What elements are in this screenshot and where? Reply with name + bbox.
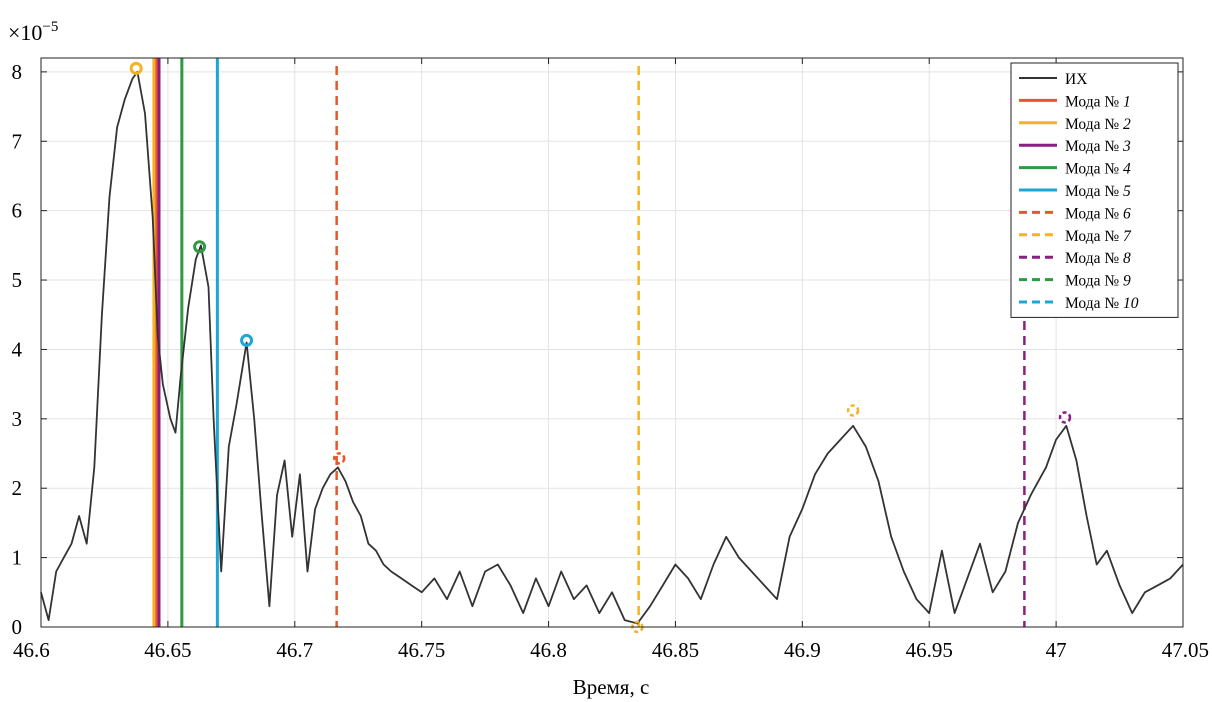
x-tick-label: 46.75 <box>398 638 445 662</box>
legend-mode-number: 9 <box>1123 273 1131 290</box>
peak-marker <box>1058 411 1072 424</box>
legend-label: ИХ <box>1065 71 1087 88</box>
y-exponent-label: ×10−5 <box>8 19 58 45</box>
legend-label: Мода № 5 <box>1065 183 1131 200</box>
x-tick-label: 46.8 <box>530 638 567 662</box>
legend-mode-number: 7 <box>1123 228 1132 245</box>
legend-label: Мода № 10 <box>1065 295 1139 312</box>
peak-marker <box>240 333 254 347</box>
legend-label: Мода № 4 <box>1065 161 1131 178</box>
x-tick-label: 46.95 <box>906 638 953 662</box>
legend-mode-number: 1 <box>1123 93 1131 110</box>
legend-label: Мода № 7 <box>1065 228 1132 245</box>
legend-mode-number: 3 <box>1122 138 1131 155</box>
peak-marker <box>846 404 860 417</box>
x-tick-label: 46.85 <box>652 638 699 662</box>
signal-series <box>40 71 1184 625</box>
legend-mode-number: 4 <box>1123 161 1131 178</box>
x-tick-label: 46.65 <box>144 638 191 662</box>
legend-mode-number: 6 <box>1123 205 1131 222</box>
axis-ticks: 46.6 46.65 46.7 46.75 46.8 46.85 46.9 46.95 47 47… <box>12 58 1209 662</box>
legend-mode-number: 10 <box>1123 295 1139 312</box>
peak-markers <box>129 61 1072 634</box>
y-tick-label: 5 <box>12 268 23 292</box>
legend-label: Мода № 9 <box>1065 273 1131 290</box>
y-exponent-base: ×10 <box>8 20 42 45</box>
plot-frame <box>40 57 1184 628</box>
legend-label: Мода № 1 <box>1065 93 1131 110</box>
x-tick-label: 47 <box>1046 638 1067 662</box>
x-tick-label: 46.7 <box>276 638 313 662</box>
y-tick-label: 6 <box>12 199 23 223</box>
legend-mode-number: 5 <box>1123 183 1131 200</box>
peak-marker <box>332 452 346 465</box>
legend-mode-number: 8 <box>1123 250 1131 267</box>
x-tick-label: 46.6 <box>13 638 50 662</box>
y-tick-label: 3 <box>12 407 23 431</box>
y-tick-label: 4 <box>12 337 23 361</box>
legend-label: Мода № 6 <box>1065 205 1131 222</box>
y-exponent-power: −5 <box>42 19 58 35</box>
y-tick-label: 0 <box>12 615 23 639</box>
x-tick-label: 46.9 <box>784 638 821 662</box>
y-tick-label: 8 <box>12 60 23 84</box>
legend-label: Мода № 2 <box>1065 116 1131 133</box>
legend: ИХ Мода № 1 Мода № 2 Мода № 3 Мода № 4 Мода №… <box>1010 62 1179 318</box>
peak-marker <box>129 61 143 75</box>
legend-label: Мода № 8 <box>1065 250 1131 267</box>
y-tick-label: 7 <box>12 129 23 153</box>
peak-marker <box>193 240 207 254</box>
legend-mode-number: 2 <box>1123 116 1131 133</box>
y-tick-label: 1 <box>12 546 23 570</box>
x-tick-label: 47.05 <box>1162 638 1209 662</box>
x-axis-label: Время, c <box>573 675 650 699</box>
legend-label: Мода № 3 <box>1065 138 1131 155</box>
y-tick-label: 2 <box>12 476 23 500</box>
signal-line <box>40 71 1184 625</box>
